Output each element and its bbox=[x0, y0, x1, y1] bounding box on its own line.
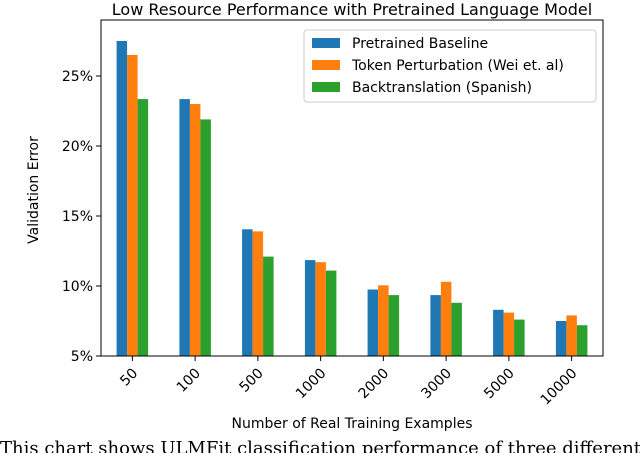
legend-box bbox=[303, 29, 597, 103]
y-axis-label: Validation Error bbox=[26, 136, 42, 244]
y-axis: 5% 10% 15% 20% 25% bbox=[62, 69, 101, 365]
bar-token-perturbation-wei-et-al--2000 bbox=[378, 285, 389, 356]
chart-title: Low Resource Performance with Pretrained… bbox=[112, 0, 592, 19]
x-tick-label: 50 bbox=[117, 366, 141, 390]
bar-pretrained-baseline-2000 bbox=[367, 289, 379, 356]
x-axis-label: Number of Real Training Examples bbox=[232, 416, 473, 432]
x-tick-label: 1000 bbox=[293, 366, 330, 403]
bar-pretrained-baseline-5000 bbox=[493, 309, 504, 356]
bar-pretrained-baseline-1000 bbox=[304, 260, 316, 356]
legend-label: Pretrained Baseline bbox=[352, 36, 488, 52]
legend-swatch bbox=[312, 38, 340, 48]
bar-pretrained-baseline-3000 bbox=[430, 295, 441, 356]
bars-group bbox=[116, 41, 588, 357]
bar-pretrained-baseline-500 bbox=[242, 229, 253, 356]
bar-backtranslation-spanish--10000 bbox=[576, 325, 588, 356]
legend-label: Token Perturbation (Wei et. al) bbox=[351, 58, 564, 74]
bar-backtranslation-spanish--50 bbox=[137, 99, 149, 356]
legend-swatch bbox=[312, 60, 340, 70]
bar-token-perturbation-wei-et-al--100 bbox=[189, 104, 201, 356]
x-tick-label: 3000 bbox=[418, 366, 455, 403]
bar-backtranslation-spanish--100 bbox=[200, 119, 211, 357]
bar-backtranslation-spanish--1000 bbox=[325, 270, 337, 356]
figure-caption: This chart shows ULMFit classification p… bbox=[0, 438, 640, 453]
bar-pretrained-baseline-50 bbox=[116, 41, 128, 356]
y-tick-label: 10% bbox=[62, 279, 93, 295]
bar-token-perturbation-wei-et-al--500 bbox=[252, 231, 264, 356]
bar-backtranslation-spanish--3000 bbox=[451, 302, 462, 356]
y-tick-label: 15% bbox=[62, 209, 93, 225]
x-axis: 50 100 500 1000 2000 3000 5000 10000 bbox=[117, 356, 580, 408]
y-tick-label: 25% bbox=[62, 69, 93, 85]
bar-token-perturbation-wei-et-al--1000 bbox=[315, 262, 326, 356]
bar-token-perturbation-wei-et-al--3000 bbox=[440, 281, 452, 356]
bar-backtranslation-spanish--5000 bbox=[514, 319, 525, 356]
chart: Low Resource Performance with Pretrained… bbox=[26, 0, 604, 432]
legend-label: Backtranslation (Spanish) bbox=[352, 80, 532, 96]
bar-token-perturbation-wei-et-al--5000 bbox=[503, 312, 515, 356]
bar-token-perturbation-wei-et-al--50 bbox=[127, 55, 138, 356]
y-tick-label: 5% bbox=[71, 349, 93, 365]
bar-backtranslation-spanish--2000 bbox=[388, 295, 400, 356]
bar-pretrained-baseline-10000 bbox=[555, 321, 567, 356]
legend: Pretrained Baseline Token Perturbation (W… bbox=[303, 29, 597, 103]
bar-token-perturbation-wei-et-al--10000 bbox=[566, 315, 577, 356]
x-tick-label: 5000 bbox=[481, 366, 518, 403]
y-tick-label: 20% bbox=[62, 139, 93, 155]
bar-backtranslation-spanish--500 bbox=[263, 256, 274, 356]
x-tick-label: 100 bbox=[174, 366, 204, 396]
x-tick-label: 10000 bbox=[538, 366, 581, 409]
plot-frame bbox=[100, 19, 604, 357]
legend-swatch bbox=[312, 82, 340, 92]
x-tick-label: 2000 bbox=[356, 366, 393, 403]
bar-pretrained-baseline-100 bbox=[179, 99, 190, 356]
x-tick-label: 500 bbox=[236, 366, 266, 396]
